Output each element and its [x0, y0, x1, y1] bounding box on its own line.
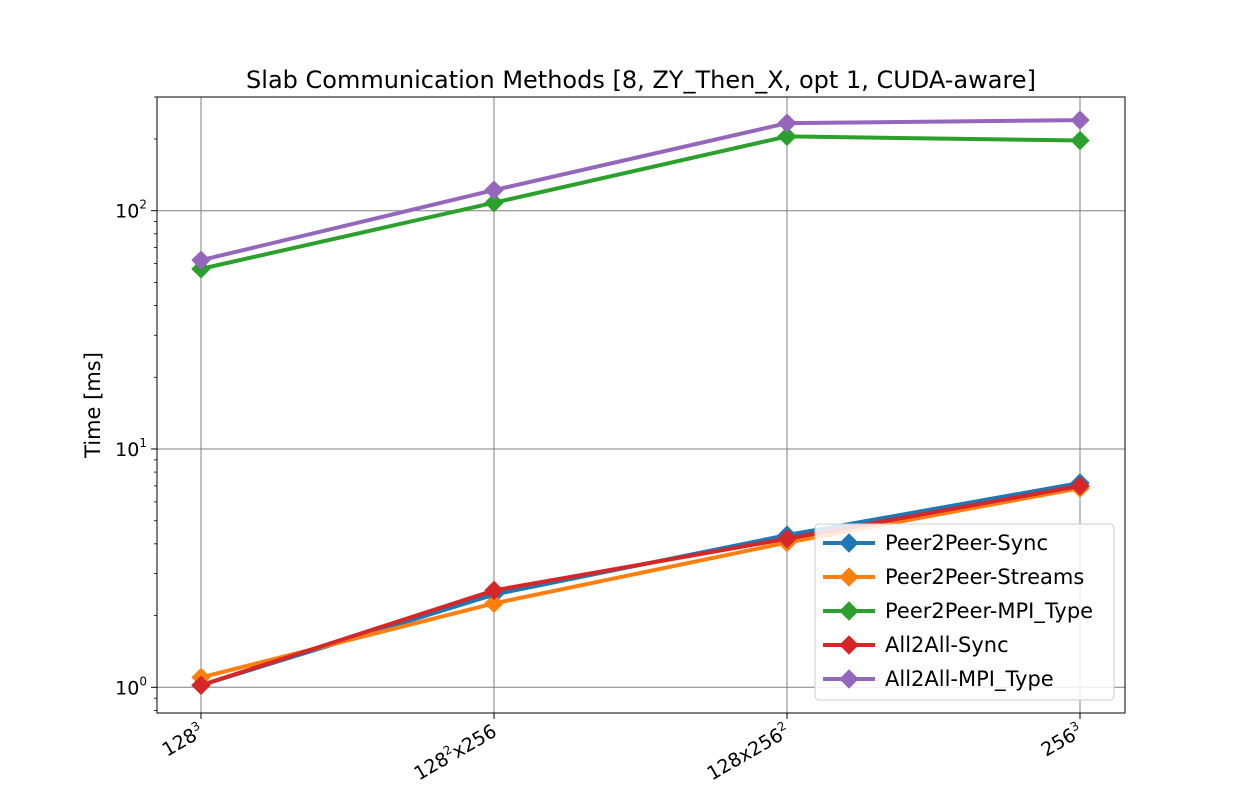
data-point [484, 593, 504, 614]
chart-title: Slab Communication Methods [8, ZY_Then_X… [246, 66, 1036, 94]
legend-marker [839, 601, 859, 621]
series-line [200, 134, 1081, 271]
legend-item: All2All-Sync [823, 633, 1009, 657]
data-point [777, 529, 797, 549]
data-point [777, 113, 797, 133]
y-tick-label: 101 [115, 436, 147, 461]
legend-box [814, 523, 1115, 701]
series-line [200, 483, 1081, 688]
series-layer [191, 110, 1090, 695]
y-tick-label: 102 [115, 198, 147, 223]
legend-item: Peer2Peer-Streams [823, 565, 1084, 589]
legend-label: Peer2Peer-Streams [885, 565, 1084, 589]
legend-label: Peer2Peer-Sync [885, 531, 1048, 555]
data-point [191, 675, 211, 695]
data-point [1070, 130, 1090, 151]
data-point [1070, 476, 1090, 496]
series-line [200, 118, 1081, 263]
data-point [777, 126, 797, 147]
legend-item: Peer2Peer-Sync [823, 531, 1048, 555]
legend-label: All2All-Sync [885, 633, 1009, 657]
plot-frame [156, 96, 1126, 714]
series-line [200, 486, 1081, 680]
data-point [484, 580, 504, 601]
legend-item: All2All-MPI_Type [823, 667, 1054, 692]
data-point [191, 250, 211, 270]
series-all2all-sync [191, 476, 1090, 695]
data-point [1070, 110, 1090, 130]
legend: Peer2Peer-Sync Peer2Peer-Streams Peer2Peer… [814, 523, 1115, 701]
legend-label: All2All-MPI_Type [885, 667, 1054, 692]
legend-marker [839, 567, 859, 587]
legend-marker [839, 533, 859, 553]
legend-label: Peer2Peer-MPI_Type [885, 599, 1093, 624]
y-axis-label: Time [ms] [81, 352, 105, 459]
data-point [484, 193, 504, 213]
legend-marker [839, 669, 859, 689]
legend-item: Peer2Peer-MPI_Type [823, 599, 1093, 624]
legend-marker [839, 635, 859, 655]
data-point [484, 180, 504, 200]
series-all2all-mpi-type [191, 110, 1090, 270]
y-tick-label: 100 [115, 674, 147, 699]
